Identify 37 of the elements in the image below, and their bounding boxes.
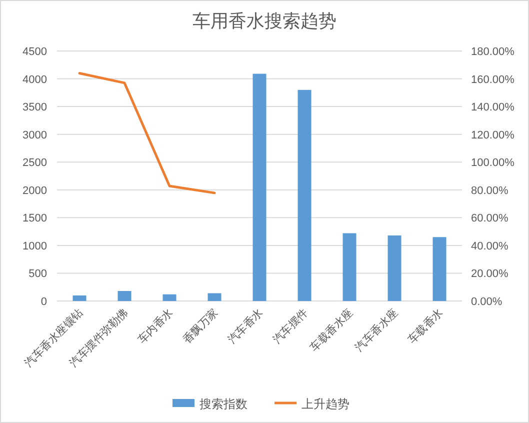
y-tick-label: 4500 [22,46,47,58]
line-series [78,72,216,194]
y2-tick-label: 180.00% [471,46,515,58]
bar [298,90,312,301]
x-tick-label: 香飘万家 [180,306,221,346]
y-tick-label: 0 [40,296,47,308]
y2-tick-label: 100.00% [471,157,515,170]
y2-tick-label: 80.00% [471,184,509,197]
bar [118,291,132,301]
y2-tick-label: 120.00% [471,129,515,142]
bar [432,237,446,301]
y-tick-label: 1500 [22,212,47,225]
y-tick-label: 3500 [22,102,47,114]
x-tick-label: 车载香水 [405,306,446,346]
y-tick-label: 3000 [22,129,47,142]
bar [388,235,402,301]
x-tick-label: 车内香水 [135,306,176,346]
y2-tick-label: 60.00% [471,212,509,225]
x-tick-label: 汽车香水 [225,306,266,346]
chart-title: 车用香水搜索趋势 [192,11,336,31]
bar [342,233,356,301]
legend-label: 上升趋势 [302,397,350,411]
bar [72,295,86,301]
y-tick-label: 1000 [22,240,47,252]
bar [208,293,222,301]
y-tick-label: 2000 [22,184,47,197]
y-tick-label: 500 [28,268,47,280]
y2-tick-label: 140.00% [471,102,515,114]
y-tick-label: 4000 [22,74,47,86]
y2-tick-label: 160.00% [471,74,515,86]
y2-tick-label: 0.00% [471,296,502,308]
y-tick-label: 2500 [22,157,47,170]
y2-tick-label: 20.00% [471,268,509,280]
bar [252,74,266,301]
legend-label: 搜索指数 [200,397,248,411]
bar [162,294,176,301]
y2-tick-label: 40.00% [471,240,509,252]
